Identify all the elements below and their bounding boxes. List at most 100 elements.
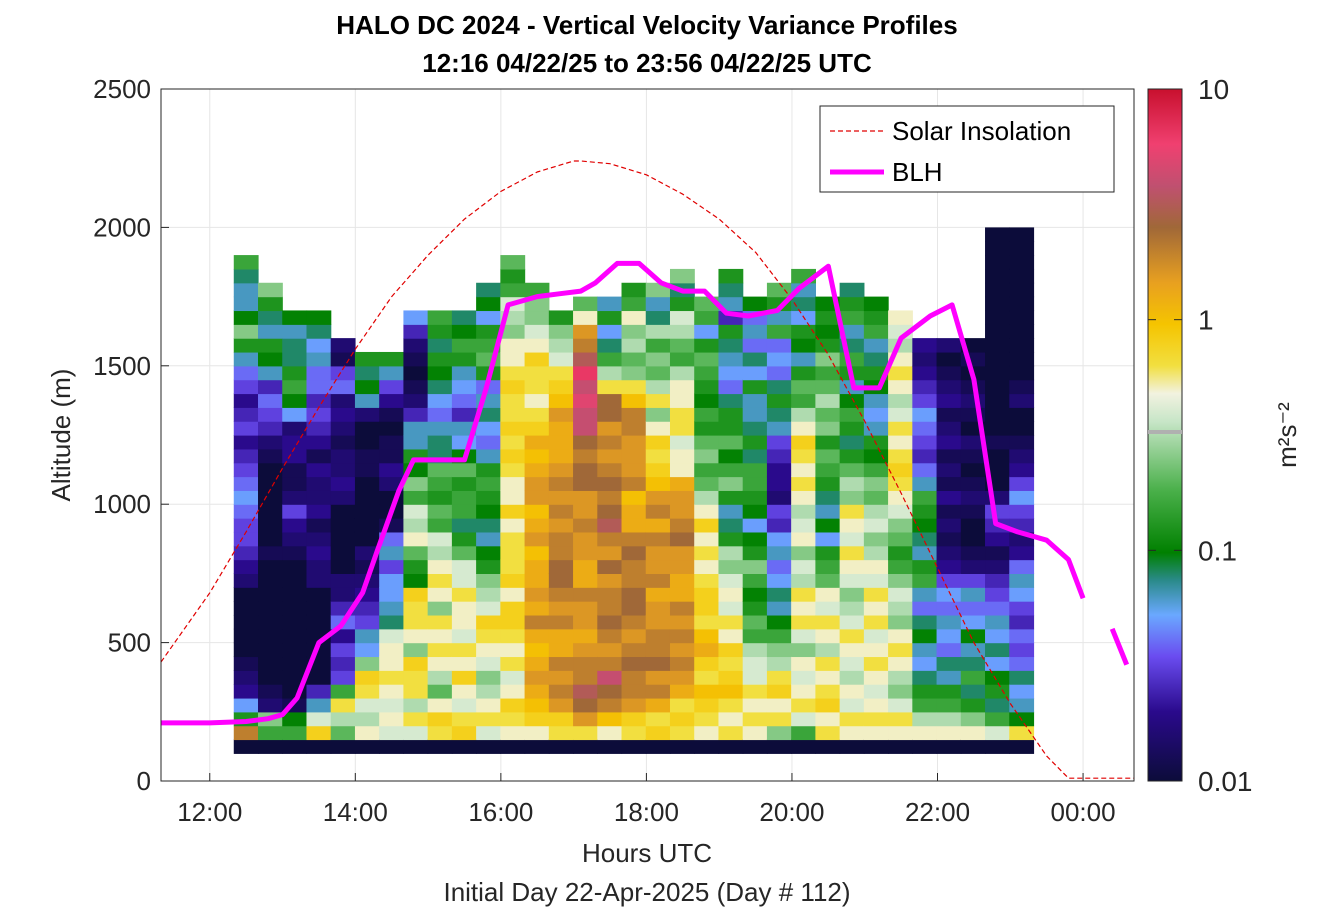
heatmap-cell (936, 476, 962, 491)
heatmap-cell (718, 324, 744, 339)
heatmap-cell (282, 462, 308, 478)
heatmap-cell (573, 324, 598, 339)
heatmap-cell (815, 351, 841, 367)
heatmap-cell (645, 379, 671, 395)
heatmap-cell (282, 490, 308, 505)
heatmap-cell (888, 642, 913, 658)
heatmap-cell (524, 601, 550, 616)
heatmap-cell (985, 573, 1010, 588)
heatmap-cell (718, 518, 744, 533)
heatmap-cell (863, 462, 889, 478)
heatmap-cell (233, 504, 259, 519)
heatmap-cell (476, 435, 501, 450)
heatmap-cell (936, 559, 962, 574)
heatmap-cell (597, 711, 623, 727)
heatmap-cell (645, 614, 671, 630)
heatmap-cell (233, 282, 259, 298)
heatmap-cell (500, 725, 526, 741)
heatmap-cell (888, 739, 913, 754)
heatmap-cell (233, 545, 259, 561)
heatmap-cell (233, 739, 259, 754)
heatmap-cell (960, 573, 986, 588)
heatmap-cell (863, 587, 889, 602)
heatmap-cell (524, 351, 550, 367)
heatmap-cell (258, 587, 283, 602)
heatmap-cell (258, 670, 283, 685)
heatmap-cell (306, 573, 332, 588)
heatmap-cell (403, 504, 429, 519)
heatmap-cell (791, 670, 816, 685)
heatmap-cell (766, 421, 792, 436)
heatmap-cell (645, 435, 671, 450)
heatmap-cell (839, 642, 865, 658)
heatmap-cell (888, 601, 913, 616)
heatmap-cell (233, 573, 259, 588)
heatmap-cell (524, 559, 550, 574)
heatmap-cell (766, 504, 792, 519)
heatmap-cell (451, 393, 477, 408)
heatmap-cell (1009, 351, 1035, 367)
heatmap-cell (354, 684, 380, 699)
heatmap-cell (839, 421, 865, 436)
heatmap-cell (888, 393, 913, 408)
heatmap-cell (742, 518, 768, 533)
heatmap-cell (427, 407, 453, 422)
heatmap-cell (548, 504, 574, 519)
heatmap-cell (815, 697, 841, 713)
heatmap-cell (985, 296, 1010, 312)
heatmap-cell (791, 739, 816, 754)
heatmap-cell (282, 351, 308, 367)
heatmap-cell (476, 739, 501, 754)
heatmap-cell (573, 518, 598, 533)
heatmap-cell (597, 587, 623, 602)
heatmap-cell (718, 421, 744, 436)
heatmap-cell (573, 310, 598, 325)
heatmap-cell (427, 587, 453, 602)
heatmap-cell (524, 435, 550, 450)
heatmap-cell (766, 282, 792, 298)
heatmap-cell (379, 587, 405, 602)
heatmap-cell (403, 545, 429, 561)
heatmap-cell (766, 573, 792, 588)
heatmap-cell (621, 601, 647, 616)
heatmap-cell (451, 614, 477, 630)
heatmap-cell (912, 684, 938, 699)
heatmap-cell (233, 462, 259, 478)
heatmap-cell (621, 310, 647, 325)
heatmap-cell (476, 310, 501, 325)
heatmap-cell (1009, 476, 1035, 491)
heatmap-cell (597, 435, 623, 450)
heatmap-cell (524, 587, 550, 602)
heatmap-cell (839, 476, 865, 491)
heatmap-cell (669, 324, 695, 339)
heatmap-cell (233, 379, 259, 395)
heatmap-cell (258, 684, 283, 699)
heatmap-cell (621, 656, 647, 671)
heatmap-cell (306, 587, 332, 602)
heatmap-cell (1009, 628, 1035, 644)
heatmap-cell (888, 725, 913, 741)
heatmap-cell (258, 365, 283, 381)
heatmap-cell (669, 296, 695, 312)
heatmap-cell (621, 739, 647, 754)
heatmap-cell (718, 351, 744, 367)
heatmap-cell (500, 656, 526, 671)
heatmap-cell (791, 351, 816, 367)
heatmap-cell (524, 642, 550, 658)
heatmap-cell (379, 448, 405, 464)
heatmap-cell (330, 490, 356, 505)
heatmap-cell (839, 573, 865, 588)
heatmap-cell (912, 545, 938, 561)
heatmap-cell (330, 656, 356, 671)
heatmap-cell (451, 476, 477, 491)
heatmap-cell (936, 684, 962, 699)
heatmap-cell (815, 559, 841, 574)
heatmap-cell (597, 351, 623, 367)
heatmap-cell (403, 573, 429, 588)
heatmap-cell (330, 531, 356, 547)
heatmap-cell (1009, 545, 1035, 561)
heatmap-cell (306, 310, 332, 325)
heatmap-cell (354, 476, 380, 491)
heatmap-cell (912, 393, 938, 408)
heatmap-cell (427, 545, 453, 561)
